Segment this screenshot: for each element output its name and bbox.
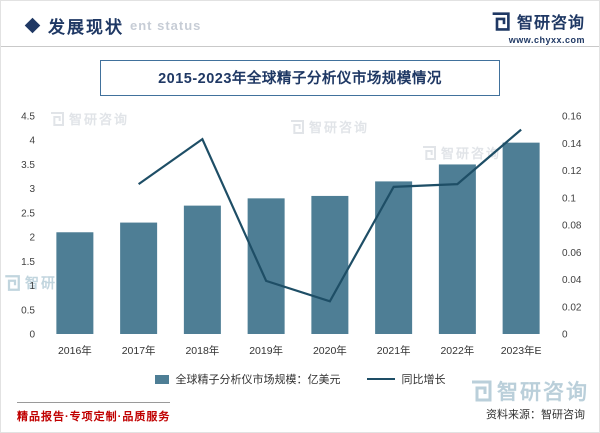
data-source: 资料来源：智研咨询 (486, 409, 585, 421)
legend-item-growth: 同比增长 (366, 371, 446, 387)
legend-label-market-size: 全球精子分析仪市场规模：亿美元 (175, 374, 341, 386)
svg-text:2.5: 2.5 (21, 208, 35, 219)
diamond-icon (24, 17, 41, 34)
bar-swatch-icon (154, 374, 169, 384)
section-header: 发展现状 ent status (24, 13, 202, 38)
brand-block: 智研咨询 www.chyxx.com (490, 9, 585, 45)
legend-label-growth: 同比增长 (401, 374, 446, 386)
svg-text:0.08: 0.08 (562, 221, 582, 232)
svg-text:0.5: 0.5 (21, 305, 35, 316)
svg-text:2021年: 2021年 (377, 344, 411, 357)
section-title: 发展现状 (48, 18, 124, 37)
legend-item-market-size: 全球精子分析仪市场规模：亿美元 (154, 371, 341, 387)
svg-text:1: 1 (29, 281, 35, 292)
market-size-chart: 0 0.5 1 1.5 2 2.5 3 3.5 4 4.5 0 0.02 0.04 0.06 0.08 0.1… (21, 112, 582, 358)
svg-text:0.04: 0.04 (562, 275, 582, 286)
svg-text:2016年: 2016年 (58, 344, 92, 357)
svg-text:4.5: 4.5 (21, 112, 35, 123)
chart-area: 0 0.5 1 1.5 2 2.5 3 3.5 4 4.5 0 0.02 0.04 0.06 0.08 0.1… (1, 102, 599, 369)
svg-text:3: 3 (29, 184, 35, 195)
svg-text:1.5: 1.5 (21, 257, 35, 268)
chart-legend: 全球精子分析仪市场规模：亿美元 同比增长 (1, 371, 599, 387)
svg-text:2020年: 2020年 (313, 344, 347, 357)
svg-text:0.14: 0.14 (562, 139, 582, 150)
svg-text:0.06: 0.06 (562, 248, 582, 259)
svg-text:2022年: 2022年 (440, 344, 474, 357)
brand-logo-icon (492, 11, 510, 31)
svg-text:0: 0 (29, 330, 35, 341)
svg-text:0.1: 0.1 (562, 193, 576, 204)
svg-text:3.5: 3.5 (21, 160, 35, 171)
svg-text:2018年: 2018年 (185, 344, 219, 357)
chart-title: 2015-2023年全球精子分析仪市场规模情况 (100, 60, 500, 96)
header: 发展现状 ent status 智研咨询 www.chyxx.com (1, 1, 599, 47)
svg-text:2017年: 2017年 (122, 344, 156, 357)
footer-tagline: 精品报告·专项定制·品质服务 (17, 402, 171, 424)
svg-text:2023年E: 2023年E (501, 344, 542, 357)
svg-text:0.02: 0.02 (562, 302, 582, 313)
svg-text:0.16: 0.16 (562, 112, 582, 123)
brand-url: www.chyxx.com (508, 35, 585, 45)
svg-text:4: 4 (29, 136, 35, 147)
svg-text:2: 2 (29, 233, 35, 244)
line-swatch-icon (366, 377, 395, 381)
svg-text:0.12: 0.12 (562, 166, 582, 177)
svg-text:2019年: 2019年 (249, 344, 283, 357)
svg-text:0: 0 (562, 330, 568, 341)
header-watermark-text: ent status (130, 18, 202, 33)
brand-name: 智研咨询 (516, 15, 585, 32)
